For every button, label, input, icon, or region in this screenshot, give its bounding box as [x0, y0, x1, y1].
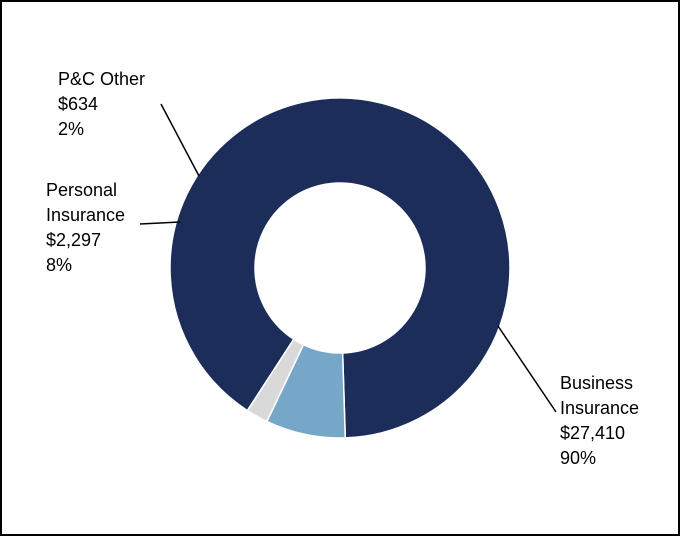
slice-labels: Business Insurance $27,410 90% Personal Insur…: [46, 69, 639, 468]
slice-name: Insurance: [46, 205, 125, 225]
donut-slices: [169, 97, 511, 439]
slice-name: P&C Other: [58, 69, 145, 89]
slice-percent: 8%: [46, 255, 72, 275]
slice-label: Business Insurance $27,410 90%: [560, 373, 639, 468]
slice-label: P&C Other $634 2%: [58, 69, 145, 139]
slice-percent: 90%: [560, 448, 596, 468]
slice-name: Insurance: [560, 398, 639, 418]
slice-business-insurance: [169, 97, 511, 439]
slice-name: Business: [560, 373, 633, 393]
leader-line: [497, 325, 557, 413]
slice-p-c-other: [246, 338, 305, 423]
slice-value: $27,410: [560, 423, 625, 443]
leader-lines: [139, 103, 557, 413]
slice-value: $2,297: [46, 230, 101, 250]
leader-line: [160, 103, 200, 177]
leader-line: [139, 221, 181, 225]
slice-label: Personal Insurance $2,297 8%: [46, 180, 125, 275]
slice-percent: 2%: [58, 119, 84, 139]
slice-name: Personal: [46, 180, 117, 200]
slice-value: $634: [58, 94, 98, 114]
